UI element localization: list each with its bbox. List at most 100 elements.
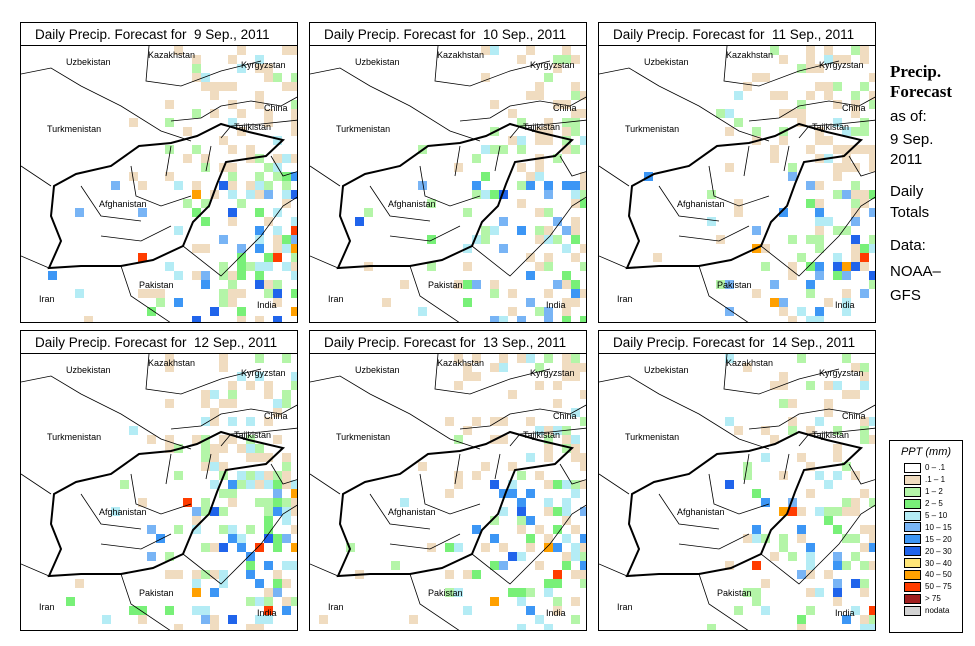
info-title-2: Forecast (890, 82, 952, 101)
precip-cell (526, 606, 535, 615)
precip-cell (165, 552, 174, 561)
precip-cell (833, 552, 842, 561)
info-totals: Totals (890, 204, 930, 221)
precip-cell (192, 316, 201, 322)
precip-cell (481, 190, 490, 199)
precip-cell (779, 399, 788, 408)
precip-cell (526, 91, 535, 100)
precip-cell (481, 73, 490, 82)
precip-cell (219, 82, 228, 91)
precip-cell (201, 82, 210, 91)
precip-cell (535, 136, 544, 145)
precip-cell (860, 417, 869, 426)
precip-cell (743, 588, 752, 597)
precip-cell (824, 507, 833, 516)
precip-cell (526, 46, 535, 55)
precip-cell (228, 417, 237, 426)
precip-cell (797, 354, 806, 363)
precip-cell (508, 462, 517, 471)
precip-cell (761, 498, 770, 507)
country-label-uzbekistan: Uzbekistan (644, 57, 689, 67)
precip-cell (842, 298, 851, 307)
precip-cell (255, 597, 264, 606)
precip-cell (869, 163, 875, 172)
precip-cell (210, 453, 219, 462)
precip-cell (255, 64, 264, 73)
info-data-label: Data: (890, 237, 926, 254)
precip-cell (797, 453, 806, 462)
precip-cell (463, 298, 472, 307)
precip-cell (201, 498, 210, 507)
forecast-panel: Daily Precip. Forecast for 12 Sep., 2011… (20, 330, 298, 631)
precip-cell (156, 534, 165, 543)
precip-cell (788, 109, 797, 118)
precip-cell (454, 588, 463, 597)
precip-cell (806, 316, 815, 322)
precip-cell (806, 489, 815, 498)
precip-cell (851, 507, 860, 516)
precip-cell (725, 307, 734, 316)
precip-cell (219, 435, 228, 444)
precip-cell (553, 543, 562, 552)
country-label-india: India (546, 608, 566, 618)
precip-cell (544, 534, 553, 543)
precip-cell (580, 136, 586, 145)
precip-cell (228, 534, 237, 543)
precip-cell (490, 100, 499, 109)
precip-cell (282, 606, 291, 615)
forecast-panel: Daily Precip. Forecast for 13 Sep., 2011… (309, 330, 587, 631)
precip-cell (517, 118, 526, 127)
country-borders (310, 354, 586, 630)
precip-cell (580, 390, 586, 399)
precip-cell (860, 244, 869, 253)
precip-cell (84, 316, 93, 322)
legend-item: .1 – 1 (890, 474, 962, 486)
precip-cell (237, 444, 246, 453)
precip-cell (797, 109, 806, 118)
precip-cell (445, 543, 454, 552)
precip-cell (526, 516, 535, 525)
precip-cell (535, 307, 544, 316)
country-label-kazakhstan: Kazakhstan (726, 50, 774, 60)
precip-cell (219, 462, 228, 471)
precip-cell (427, 235, 436, 244)
country-label-turkmenistan: Turkmenistan (625, 432, 680, 442)
precip-cell (571, 480, 580, 489)
precip-cell (427, 262, 436, 271)
precip-cell (255, 579, 264, 588)
precip-cell (544, 444, 553, 453)
precip-cell (761, 579, 770, 588)
precip-cell (228, 181, 237, 190)
legend-item: 1 – 2 (890, 486, 962, 498)
precip-cell (788, 426, 797, 435)
precip-cell (237, 316, 246, 322)
precip-cell (291, 226, 297, 235)
precip-cell (264, 181, 273, 190)
legend-item: 10 – 15 (890, 521, 962, 533)
precip-cell (264, 64, 273, 73)
precip-cell (806, 462, 815, 471)
precip-cell (761, 453, 770, 462)
precip-cell (752, 127, 761, 136)
precip-cell (291, 489, 297, 498)
precip-cell (815, 417, 824, 426)
precip-cell (282, 561, 291, 570)
country-label-kazakhstan: Kazakhstan (726, 358, 774, 368)
precip-cell (815, 588, 824, 597)
precip-cell (138, 498, 147, 507)
precip-cell (716, 280, 725, 289)
precip-cell (860, 82, 869, 91)
precip-cell (255, 244, 264, 253)
precip-cell (824, 408, 833, 417)
precip-cell (815, 226, 824, 235)
precip-cell (580, 552, 586, 561)
precip-cell (192, 190, 201, 199)
precip-cell (490, 516, 499, 525)
precip-cell (562, 127, 571, 136)
afghanistan-border (625, 430, 864, 578)
precip-cell (508, 289, 517, 298)
precip-cell (192, 181, 201, 190)
precip-cell (734, 606, 743, 615)
info-title-1: Precip. (890, 62, 942, 81)
precip-cell (508, 390, 517, 399)
